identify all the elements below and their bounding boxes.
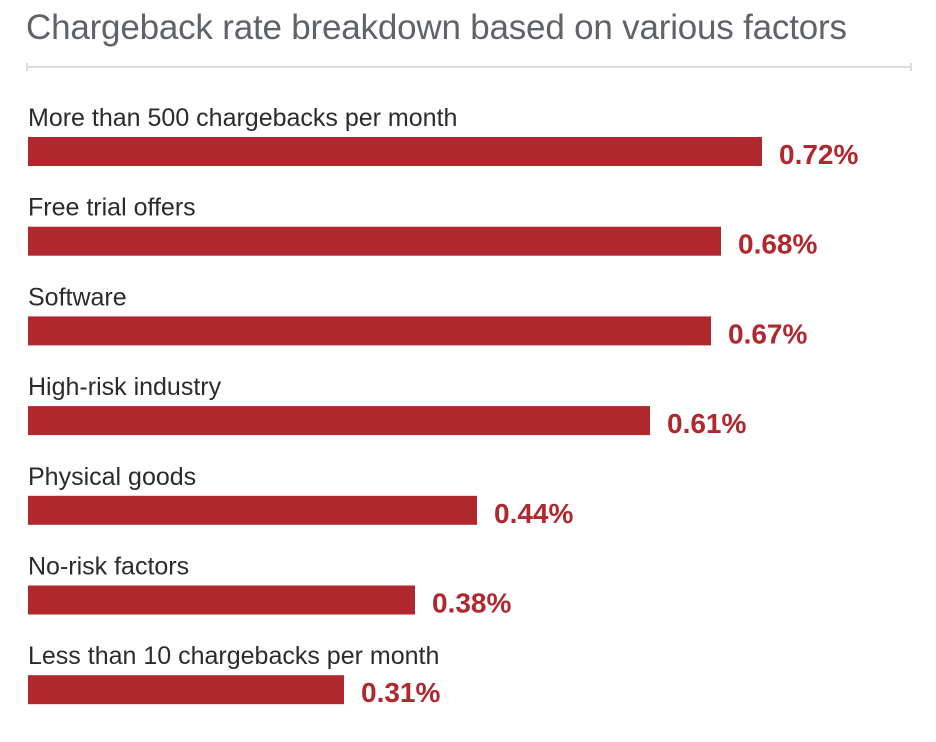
category-label: Free trial offers [28,194,196,222]
value-label: 0.68% [738,229,817,260]
value-label: 0.72% [779,139,858,170]
bar [28,406,650,436]
category-label: Software [28,283,127,311]
category-label: No-risk factors [28,553,189,581]
value-label: 0.31% [361,677,440,708]
category-label: More than 500 chargebacks per month [28,104,457,132]
bar [28,675,344,705]
bar [28,137,762,166]
title-divider [26,63,912,71]
bar [28,585,415,615]
bar [28,226,721,256]
value-label: 0.44% [494,498,573,529]
bar [28,316,711,346]
value-label: 0.61% [667,408,746,439]
category-label: Physical goods [28,463,196,491]
bar [28,495,477,525]
value-label: 0.67% [728,318,807,349]
category-label: High-risk industry [28,373,222,401]
value-label: 0.38% [432,588,511,619]
category-label: Less than 10 chargebacks per month [28,642,439,670]
chart-title: Chargeback rate breakdown based on vario… [26,8,847,47]
